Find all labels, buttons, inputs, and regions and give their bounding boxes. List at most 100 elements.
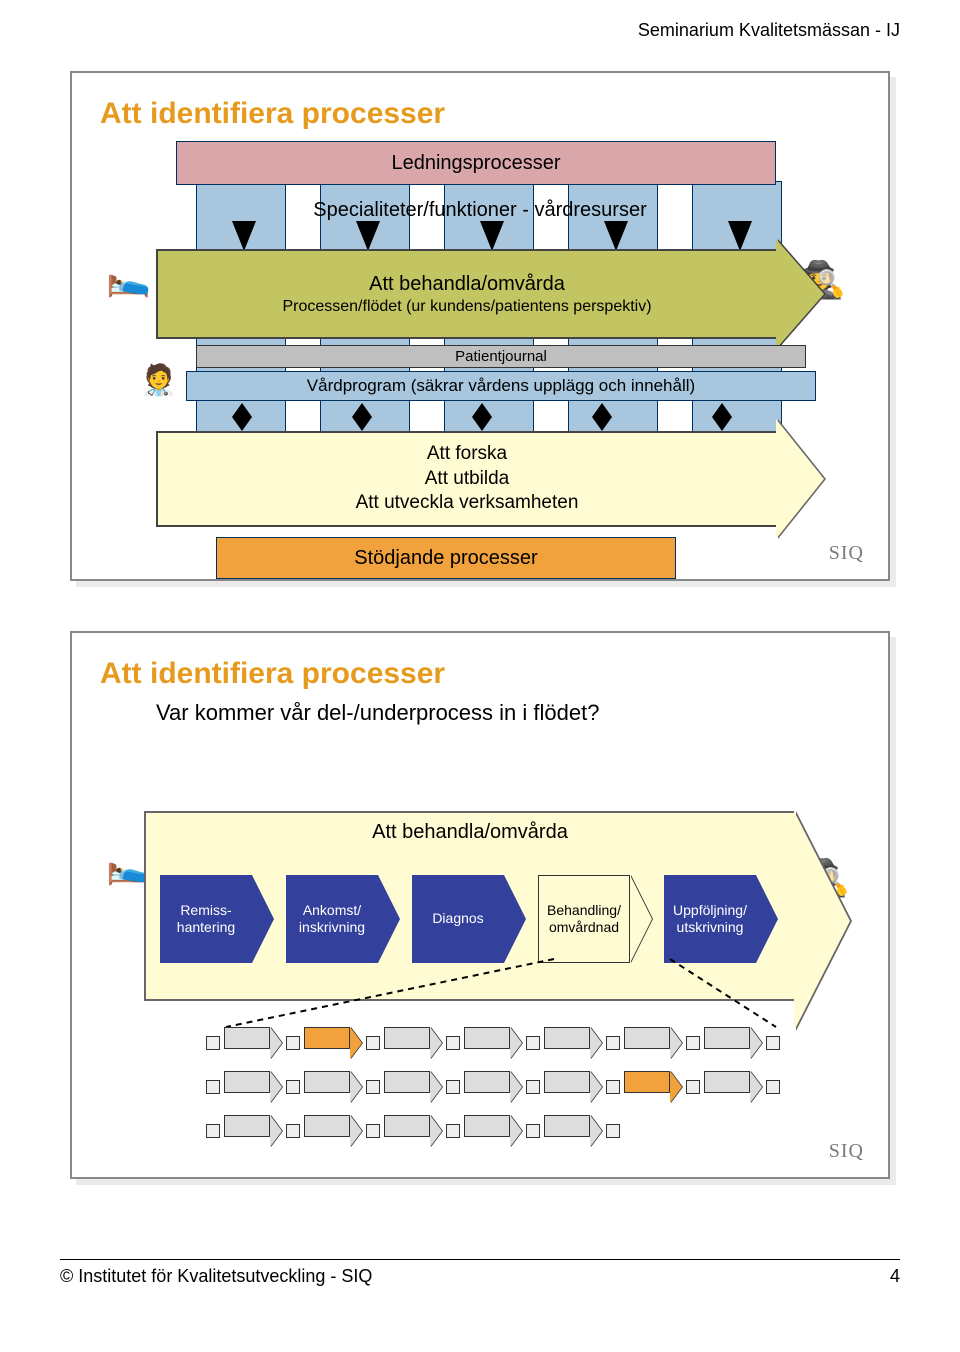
arrow-head-icon	[794, 811, 850, 1031]
mini-box-icon	[206, 1080, 220, 1094]
arrow-head-icon	[252, 875, 274, 963]
mini-arrow-icon	[544, 1115, 602, 1147]
mini-box-icon	[366, 1036, 380, 1050]
slide2-title: Att identifiera processer	[100, 657, 864, 691]
flow-step-label: Ankomst/inskrivning	[286, 875, 378, 963]
flow-step-label: Behandling/omvårdnad	[538, 875, 630, 963]
arrow-head-icon	[630, 875, 652, 963]
mini-flow-row	[206, 1115, 780, 1147]
mini-arrow-icon	[304, 1027, 362, 1059]
slide1-title: Att identifiera processer	[100, 97, 864, 131]
slide2-stage: 🛌 🕵️ Att behandla/omvårda Remiss-hanteri…	[96, 727, 864, 1157]
double-arrow-icon	[712, 403, 732, 431]
bidirectional-arrows	[232, 403, 732, 431]
mini-box-icon	[206, 1036, 220, 1050]
stodjande-label: Stödjande processer	[354, 547, 537, 570]
slide-2: Att identifiera processer Var kommer vår…	[70, 631, 890, 1179]
slide1-stage: Ledningsprocesser Specialiteter/funktion…	[96, 139, 864, 559]
flow-step: Remiss-hantering	[160, 875, 274, 963]
mini-arrow-icon	[224, 1027, 282, 1059]
arrow-head-icon	[776, 239, 824, 349]
mini-box-icon	[526, 1080, 540, 1094]
yellow-line3: Att utveckla verksamheten	[356, 491, 579, 516]
mini-arrow-icon	[224, 1071, 282, 1103]
footer-left-text: © Institutet för Kvalitetsutveckling - S…	[60, 1266, 372, 1287]
mini-flow-row	[206, 1071, 780, 1103]
mini-box-icon	[206, 1124, 220, 1138]
mini-arrow-icon	[704, 1027, 762, 1059]
mini-box-icon	[286, 1124, 300, 1138]
mini-box-icon	[446, 1080, 460, 1094]
double-arrow-icon	[352, 403, 372, 431]
olive-line1: Att behandla/omvårda	[369, 273, 565, 296]
mini-arrow-icon	[224, 1115, 282, 1147]
mini-box-icon	[686, 1080, 700, 1094]
slide2-question: Var kommer vår del-/underprocess in i fl…	[156, 699, 864, 727]
main-process-arrow: Att behandla/omvårda Processen/flödet (u…	[156, 249, 824, 339]
vardprogram-bar: Vårdprogram (säkrar vårdens upplägg och …	[186, 371, 816, 401]
header-right-text: Seminarium Kvalitetsmässan - IJ	[60, 20, 900, 41]
footer-divider	[60, 1259, 900, 1260]
main-flow-arrow: Att behandla/omvårda Remiss-hanteringAnk…	[144, 811, 850, 1031]
double-arrow-icon	[472, 403, 492, 431]
double-arrow-icon	[592, 403, 612, 431]
flow-step: Behandling/omvårdnad	[538, 875, 652, 963]
siq-logo: SIQ	[829, 1140, 864, 1163]
arrow-down-icon	[480, 221, 504, 251]
arrow-down-icon	[728, 221, 752, 251]
mini-flow-row	[206, 1027, 780, 1059]
ledningsprocesser-bar: Ledningsprocesser	[176, 141, 776, 185]
mini-arrow-icon	[304, 1071, 362, 1103]
arrow-head-icon	[776, 419, 824, 539]
yellow-line1: Att forska	[427, 442, 507, 467]
mini-arrow-icon	[544, 1071, 602, 1103]
secondary-process-arrow: Att forska Att utbilda Att utveckla verk…	[156, 431, 824, 527]
mini-arrow-icon	[464, 1115, 522, 1147]
arrow-head-icon	[504, 875, 526, 963]
mini-arrow-icon	[304, 1115, 362, 1147]
arrow-head-icon	[756, 875, 778, 963]
mini-box-icon	[366, 1124, 380, 1138]
arrow-head-icon	[378, 875, 400, 963]
mini-box-icon	[286, 1036, 300, 1050]
mini-box-icon	[526, 1036, 540, 1050]
yellow-line2: Att utbilda	[425, 467, 510, 492]
mini-box-icon	[686, 1036, 700, 1050]
arrows-down-row	[232, 221, 752, 251]
mini-box-icon	[766, 1080, 780, 1094]
flow-steps: Remiss-hantering Ankomst/inskrivning Diagn…	[160, 875, 778, 963]
footer-page-number: 4	[890, 1266, 900, 1287]
mini-box-icon	[446, 1124, 460, 1138]
flow-step: Uppföljning/utskrivning	[664, 875, 778, 963]
arrow-down-icon	[604, 221, 628, 251]
mini-box-icon	[366, 1080, 380, 1094]
mini-arrow-icon	[464, 1071, 522, 1103]
slide-1: Att identifiera processer Ledningsproces…	[70, 71, 890, 581]
flow-step: Ankomst/inskrivning	[286, 875, 400, 963]
mini-box-icon	[446, 1036, 460, 1050]
flow-step-label: Remiss-hantering	[160, 875, 252, 963]
mini-box-icon	[606, 1080, 620, 1094]
flow-step-label: Diagnos	[412, 875, 504, 963]
siq-logo: SIQ	[829, 542, 864, 565]
mini-arrow-icon	[384, 1027, 442, 1059]
double-arrow-icon	[232, 403, 252, 431]
mini-arrow-icon	[624, 1071, 682, 1103]
mini-arrow-icon	[544, 1027, 602, 1059]
mini-box-icon	[606, 1036, 620, 1050]
spec-funktioner-label: Specialiteter/funktioner - vårdresurser	[96, 199, 864, 222]
patient-icon: 🛌	[106, 257, 151, 299]
flow-step-label: Uppföljning/utskrivning	[664, 875, 756, 963]
mini-arrow-icon	[384, 1071, 442, 1103]
mini-arrow-icon	[624, 1027, 682, 1059]
mini-box-icon	[766, 1036, 780, 1050]
mini-arrow-icon	[464, 1027, 522, 1059]
arrow-down-icon	[232, 221, 256, 251]
mini-arrow-icon	[704, 1071, 762, 1103]
page-footer: © Institutet för Kvalitetsutveckling - S…	[0, 1266, 960, 1307]
patientjournal-bar: Patientjournal	[196, 345, 806, 368]
mini-box-icon	[606, 1124, 620, 1138]
stodjande-processer-bar: Stödjande processer	[216, 537, 676, 579]
olive-line2: Processen/flödet (ur kundens/patientens …	[282, 298, 651, 316]
nurse-icon: 🧑‍⚕️	[140, 363, 177, 398]
